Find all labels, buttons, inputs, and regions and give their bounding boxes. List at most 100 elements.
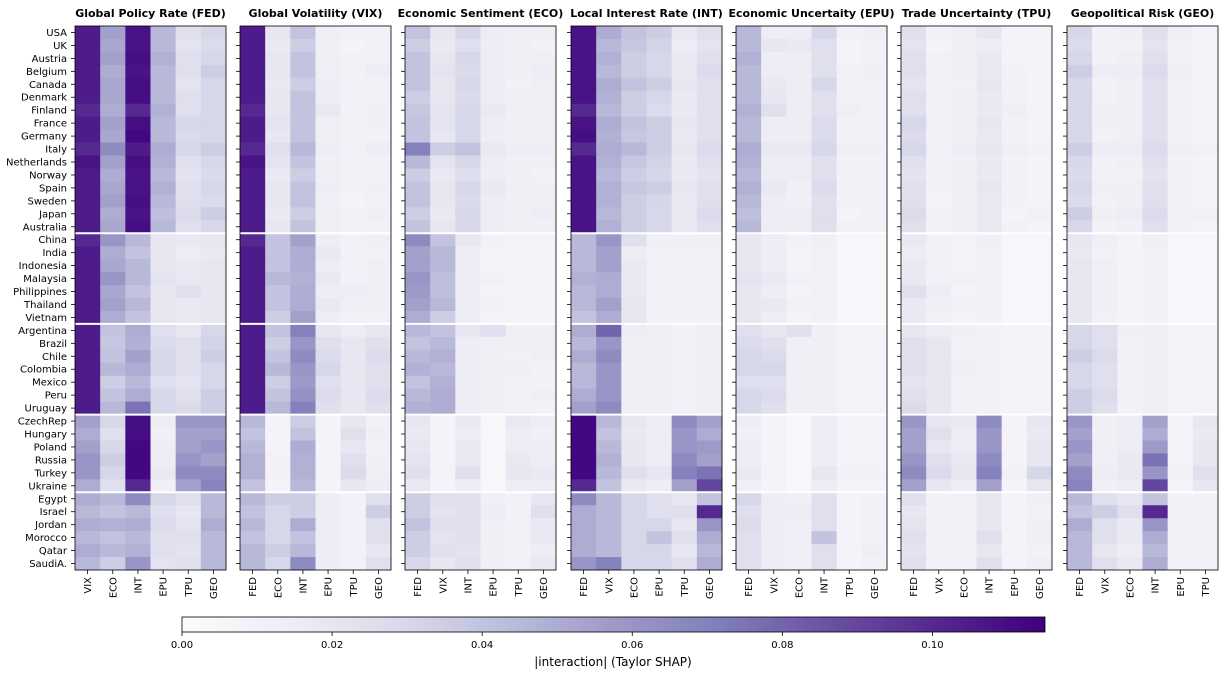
panel-title: Global Policy Rate (FED) <box>75 7 226 20</box>
heatmap-cell <box>100 518 126 532</box>
heatmap-cell <box>175 220 202 234</box>
heatmap-cell <box>621 310 647 325</box>
heatmap-cell <box>1167 129 1194 143</box>
heatmap-cell <box>315 362 342 377</box>
heatmap-cell <box>340 336 367 351</box>
heatmap-cell <box>861 129 888 143</box>
country-label: Netherlands <box>6 158 67 169</box>
heatmap-cell <box>571 479 597 493</box>
heatmap-cell <box>571 129 597 143</box>
heatmap-cell <box>901 518 927 532</box>
heatmap-cell <box>596 414 622 428</box>
heatmap-cell <box>1117 518 1143 532</box>
heatmap-cell <box>1192 544 1219 558</box>
heatmap-cell <box>480 64 507 79</box>
x-tick-label: FED <box>1075 577 1086 597</box>
heatmap-cell <box>125 90 151 105</box>
heatmap-cell <box>365 323 392 338</box>
country-label: Brazil <box>39 339 67 350</box>
heatmap-cell <box>696 531 723 545</box>
heatmap-cell <box>1001 207 1028 221</box>
heatmap-cell <box>100 155 126 169</box>
heatmap-cell <box>1167 453 1194 467</box>
heatmap-cell <box>786 505 812 519</box>
heatmap-cell <box>836 479 863 493</box>
heatmap-cell <box>671 207 698 221</box>
heatmap-cell <box>315 168 342 182</box>
heatmap-cell <box>836 38 863 53</box>
heatmap-cell <box>1026 492 1053 506</box>
heatmap-cell <box>696 453 723 467</box>
heatmap-cell <box>430 116 456 131</box>
heatmap-cell <box>861 64 888 79</box>
heatmap-cell <box>480 220 507 234</box>
heatmap-cell <box>100 207 126 221</box>
heatmap-cell <box>901 259 927 273</box>
heatmap-cell <box>1067 388 1093 403</box>
heatmap-cell <box>1092 272 1118 286</box>
heatmap-cell <box>1001 181 1028 195</box>
heatmap-cell <box>1026 349 1053 364</box>
heatmap-cell <box>200 440 227 454</box>
heatmap-cell <box>901 388 927 403</box>
heatmap-cell <box>200 298 227 312</box>
heatmap-cell <box>480 298 507 312</box>
heatmap-cell <box>646 207 673 221</box>
heatmap-cell <box>430 544 456 558</box>
heatmap-cell <box>340 155 367 169</box>
heatmap-cell <box>926 103 952 118</box>
heatmap-cell <box>405 349 431 364</box>
heatmap-cell <box>455 64 481 79</box>
heatmap-cell <box>150 90 177 105</box>
heatmap-cell <box>530 375 557 390</box>
heatmap-cell <box>175 129 202 143</box>
heatmap-cell <box>175 362 202 377</box>
heatmap-cell <box>265 492 291 506</box>
heatmap-cell <box>265 336 291 351</box>
heatmap-cell <box>1001 129 1028 143</box>
heatmap-cell <box>430 64 456 79</box>
heatmap-cell <box>1001 272 1028 286</box>
heatmap-cell <box>530 518 557 532</box>
heatmap-cell <box>365 557 392 571</box>
heatmap-cell <box>1167 90 1194 105</box>
heatmap-cell <box>1167 298 1194 312</box>
heatmap-cell <box>265 103 291 118</box>
heatmap-cell <box>1117 285 1143 299</box>
heatmap-cell <box>405 90 431 105</box>
heatmap-cell <box>150 401 177 415</box>
heatmap-cell <box>811 116 838 131</box>
heatmap-cell <box>150 272 177 286</box>
heatmap-cell <box>290 116 316 131</box>
heatmap-cell <box>315 259 342 273</box>
heatmap-cell <box>786 440 812 454</box>
heatmap-cell <box>455 544 481 558</box>
heatmap-cell <box>340 544 367 558</box>
panel-frame <box>74 25 227 571</box>
heatmap-cell <box>530 181 557 195</box>
heatmap-cell <box>696 414 723 428</box>
heatmap-cell <box>596 194 622 208</box>
heatmap-cell <box>1192 453 1219 467</box>
heatmap-cell <box>836 466 863 480</box>
heatmap-cell <box>265 401 291 415</box>
heatmap-cell <box>365 90 392 105</box>
x-tick-label: TPU <box>845 577 856 597</box>
heatmap-cell <box>505 129 532 143</box>
heatmap-cell <box>696 505 723 519</box>
heatmap-cell <box>1026 168 1053 182</box>
heatmap-cell <box>1092 116 1118 131</box>
heatmap-cell <box>1117 38 1143 53</box>
heatmap-cell <box>761 557 787 571</box>
heatmap-cell <box>405 440 431 454</box>
heatmap-cell <box>455 246 481 260</box>
heatmap-cell <box>1026 194 1053 208</box>
heatmap-cell <box>505 375 532 390</box>
heatmap-cell <box>951 116 977 131</box>
heatmap-cell <box>696 168 723 182</box>
heatmap-cell <box>836 401 863 415</box>
heatmap-cell <box>1026 427 1053 441</box>
heatmap-cell <box>621 155 647 169</box>
heatmap-cell <box>1092 375 1118 390</box>
